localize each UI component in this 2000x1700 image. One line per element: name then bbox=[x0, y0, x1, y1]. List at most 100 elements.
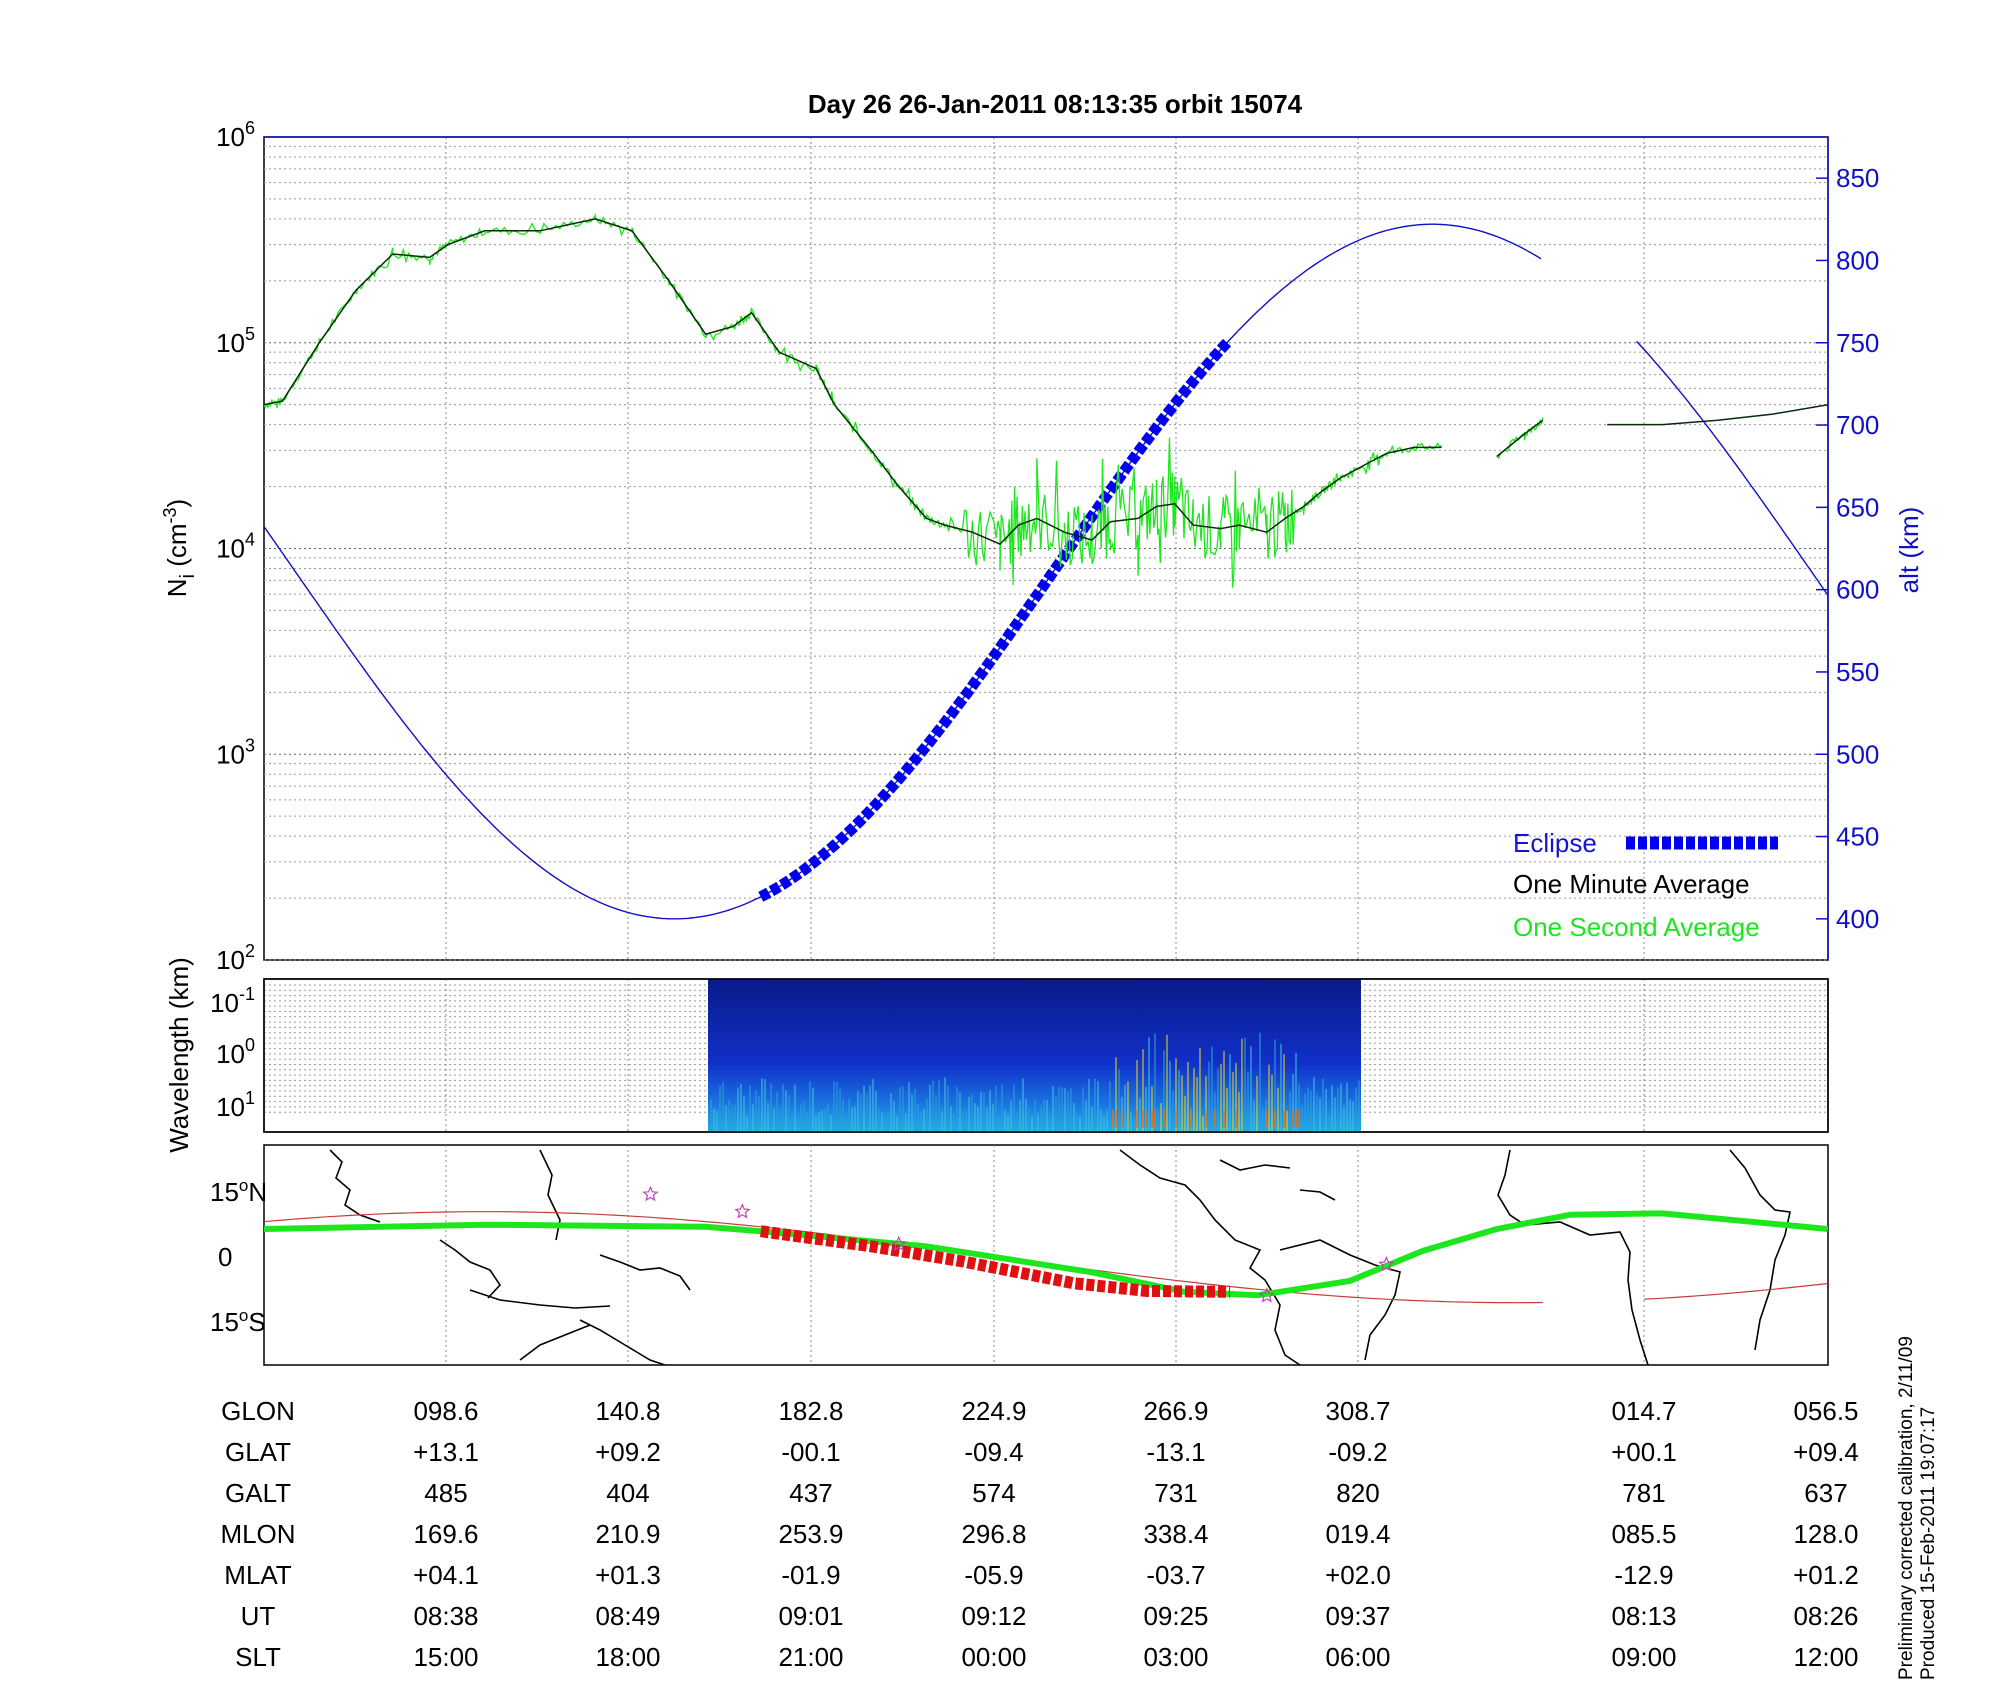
table-cell: 296.8 bbox=[961, 1519, 1026, 1549]
spectrogram-streak bbox=[740, 1084, 742, 1132]
spectrogram-streak bbox=[713, 1108, 715, 1132]
table-cell: 437 bbox=[789, 1478, 832, 1508]
spectrogram-streak bbox=[1271, 1074, 1273, 1132]
spectrogram-streak bbox=[854, 1106, 856, 1132]
table-row-label: GALT bbox=[225, 1478, 291, 1508]
eclipse-track-line bbox=[759, 1225, 1231, 1298]
spectrogram-streak bbox=[1235, 1063, 1237, 1132]
spectrogram-streak bbox=[944, 1077, 946, 1132]
spectrogram-streak bbox=[971, 1094, 973, 1132]
spectrogram-peak bbox=[1136, 1110, 1138, 1128]
table-cell: 056.5 bbox=[1793, 1396, 1858, 1426]
spectrogram-streak bbox=[938, 1080, 940, 1132]
spectrogram-streak bbox=[1049, 1114, 1051, 1132]
spectrogram-streak bbox=[1277, 1087, 1279, 1132]
spectrogram-streak bbox=[1352, 1101, 1354, 1132]
right-tick-label: 500 bbox=[1836, 739, 1879, 769]
coastline-newguinea bbox=[599, 1254, 691, 1291]
spectrogram-streak bbox=[1295, 1053, 1297, 1132]
table-cell: 09:25 bbox=[1143, 1601, 1208, 1631]
spectrogram-streak bbox=[758, 1096, 760, 1132]
spectrogram-streak bbox=[1340, 1083, 1342, 1132]
table-cell: 15:00 bbox=[413, 1642, 478, 1672]
spectrogram-streak bbox=[1199, 1048, 1201, 1132]
spectrogram-streak bbox=[935, 1094, 937, 1132]
spectrogram-streak bbox=[917, 1103, 919, 1132]
table-cell: -12.9 bbox=[1614, 1560, 1673, 1590]
spectrogram-streak bbox=[1226, 1087, 1228, 1132]
spectrogram-streak bbox=[869, 1085, 871, 1132]
spectrogram-streak bbox=[1133, 1116, 1135, 1132]
table-cell: 308.7 bbox=[1325, 1396, 1390, 1426]
table-cell: 224.9 bbox=[961, 1396, 1026, 1426]
spectrogram-streak bbox=[1139, 1098, 1141, 1132]
event-markers bbox=[642, 1185, 1395, 1303]
spectrogram-peak bbox=[1151, 1110, 1153, 1128]
spectrogram-streak bbox=[1145, 1087, 1147, 1132]
spectrogram-streak bbox=[830, 1114, 832, 1132]
table-cell: 08:26 bbox=[1793, 1601, 1858, 1631]
spectrogram-streak bbox=[1220, 1063, 1222, 1132]
table-cell: +04.1 bbox=[413, 1560, 479, 1590]
table-cell: +09.2 bbox=[595, 1437, 661, 1467]
spectrogram-streak bbox=[1223, 1050, 1225, 1132]
right-tick-label: 700 bbox=[1836, 410, 1879, 440]
spectrogram-streak bbox=[1289, 1091, 1291, 1132]
table-cell: 781 bbox=[1622, 1478, 1665, 1508]
spectrogram-streak bbox=[734, 1104, 736, 1132]
event-star-marker bbox=[1378, 1255, 1395, 1272]
right-tick-label: 650 bbox=[1836, 492, 1879, 522]
coastline-west-africa bbox=[1497, 1149, 1649, 1365]
legend: Eclipse One Minute Average One Second Av… bbox=[1513, 828, 1778, 942]
map-frame bbox=[263, 1144, 1829, 1366]
spectrogram-streak bbox=[1082, 1086, 1084, 1132]
left-axis-label: Ni (cm-3) bbox=[160, 499, 199, 597]
spectrogram-streak bbox=[1310, 1090, 1312, 1132]
right-tick-label: 450 bbox=[1836, 822, 1879, 852]
spectrogram-streak bbox=[1154, 1033, 1156, 1132]
left-tick-label: 106 bbox=[216, 118, 255, 152]
table-cell: 019.4 bbox=[1325, 1519, 1390, 1549]
spectrogram-streak bbox=[962, 1110, 964, 1132]
spectrogram-streak bbox=[779, 1106, 781, 1132]
spectrogram-streak bbox=[1184, 1095, 1186, 1132]
spectrogram-streak bbox=[812, 1087, 814, 1132]
spectrogram-peak bbox=[1292, 1110, 1294, 1128]
legend-label-one-second: One Second Average bbox=[1513, 912, 1760, 942]
spectrogram-peak bbox=[1283, 1110, 1285, 1128]
spectrogram-streak bbox=[1259, 1032, 1261, 1132]
table-cell: 574 bbox=[972, 1478, 1015, 1508]
spectrogram-streak bbox=[953, 1113, 955, 1132]
spectrogram-streak bbox=[974, 1103, 976, 1132]
spectrogram-streak bbox=[1181, 1075, 1183, 1132]
spectrogram-streak bbox=[878, 1108, 880, 1132]
spectrogram-streak bbox=[1124, 1084, 1126, 1132]
spectrogram-streak bbox=[1250, 1046, 1252, 1132]
spectrogram-streak bbox=[1052, 1086, 1054, 1132]
spectrogram-streak bbox=[950, 1105, 952, 1132]
spectrogram-peak bbox=[1142, 1110, 1144, 1128]
spectrogram-streak bbox=[1109, 1081, 1111, 1132]
spectrogram-streak bbox=[1334, 1097, 1336, 1132]
spectrogram-streak bbox=[893, 1100, 895, 1132]
coastline-south-america bbox=[1279, 1239, 1401, 1361]
spectrogram-streak bbox=[1034, 1098, 1036, 1132]
spectrogram-streak bbox=[1088, 1078, 1090, 1132]
spectrogram-streak bbox=[1274, 1039, 1276, 1132]
spectrogram-axis-label: Wavelength (km) bbox=[164, 957, 194, 1153]
table-cell: 085.5 bbox=[1611, 1519, 1676, 1549]
spectrogram-peak bbox=[1205, 1110, 1207, 1128]
left-tick-label: 103 bbox=[216, 735, 255, 769]
spectrogram-streak bbox=[875, 1090, 877, 1132]
spectrogram-streak bbox=[980, 1092, 982, 1132]
table-cell: 21:00 bbox=[778, 1642, 843, 1672]
spectrogram-streak bbox=[1256, 1075, 1258, 1132]
spectrogram-streak bbox=[725, 1105, 727, 1132]
spectrogram-peak bbox=[1121, 1110, 1123, 1128]
spectrogram-streak bbox=[860, 1093, 862, 1132]
spectrogram-streak bbox=[1064, 1088, 1066, 1132]
left-tick-label: 104 bbox=[216, 530, 255, 564]
spectrogram-streak bbox=[1061, 1087, 1063, 1132]
spectrogram-streak bbox=[833, 1081, 835, 1132]
spectrogram-streak bbox=[737, 1087, 739, 1132]
